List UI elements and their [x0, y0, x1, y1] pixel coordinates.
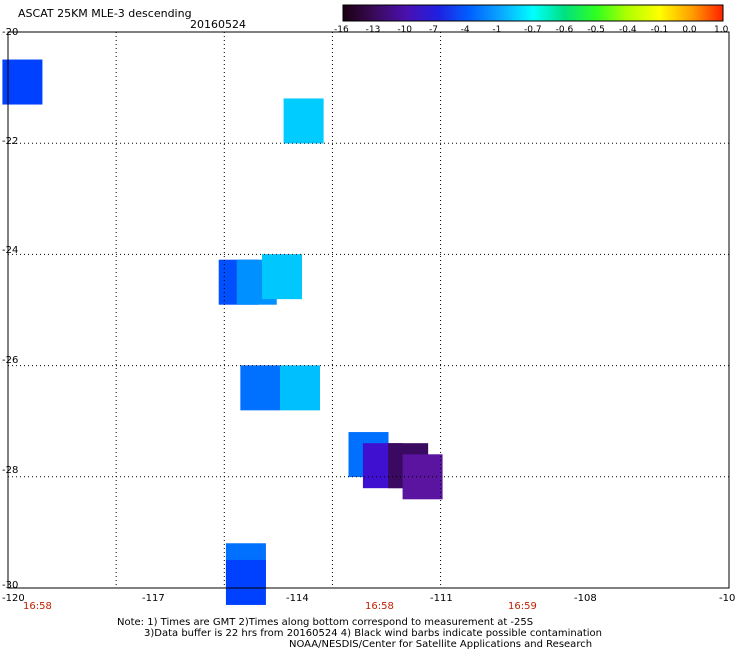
lon-label: -108: [574, 593, 597, 604]
colorbar-label: -10: [397, 25, 413, 35]
lat-label: -24: [2, 245, 19, 256]
lon-label: -10: [719, 593, 736, 604]
data-cell: [225, 559, 266, 605]
note-line-1: Note: 1) Times are GMT 2)Times along bot…: [117, 617, 534, 628]
lon-label: -120: [2, 593, 25, 604]
time-label: 16:59: [508, 601, 537, 612]
lat-label: -28: [2, 465, 19, 476]
lat-label: -30: [2, 580, 19, 591]
time-label: 16:58: [23, 601, 52, 612]
notes: Note: 1) Times are GMT 2)Times along bot…: [117, 617, 602, 650]
lat-label: -26: [2, 355, 19, 366]
colorbar-label: -0.6: [555, 25, 574, 35]
data-cell: [280, 365, 321, 411]
colorbar-label: 0.0: [682, 25, 697, 35]
colorbar: [342, 4, 724, 22]
product-date: 20160524: [190, 18, 246, 31]
colorbar-label: -1: [492, 25, 502, 35]
colorbar-label: -7: [429, 25, 438, 35]
colorbar-label: 1.0: [714, 25, 729, 35]
data-cells: [2, 59, 443, 605]
colorbar-label: -16: [334, 25, 349, 35]
colorbar-label: -13: [365, 25, 381, 35]
map-frame: [7, 31, 730, 589]
data-cell: [2, 59, 43, 105]
colorbar-label: -4: [460, 25, 470, 35]
colorbar-label: -0.5: [587, 25, 605, 35]
colorbar-label: -0.4: [619, 25, 637, 35]
lat-label: -22: [2, 136, 19, 147]
data-cell: [283, 98, 324, 144]
note-line-3: NOAA/NESDIS/Center for Satellite Applica…: [289, 639, 593, 650]
lon-label: -114: [286, 593, 309, 604]
product-title: ASCAT 25KM MLE-3 descending: [18, 7, 192, 20]
colorbar-label: -0.7: [524, 25, 542, 35]
data-cell: [240, 365, 281, 411]
data-cell: [261, 254, 302, 300]
lon-label: -117: [142, 593, 165, 604]
lat-label: -20: [2, 27, 19, 38]
colorbar-bar: [342, 4, 724, 22]
grid-lines: [8, 32, 729, 588]
data-cell: [402, 454, 443, 500]
time-label: 16:58: [365, 601, 394, 612]
note-line-2: 3)Data buffer is 22 hrs from 20160524 4)…: [144, 628, 602, 639]
lon-label: -111: [430, 593, 453, 604]
colorbar-label: -0.1: [650, 25, 669, 35]
